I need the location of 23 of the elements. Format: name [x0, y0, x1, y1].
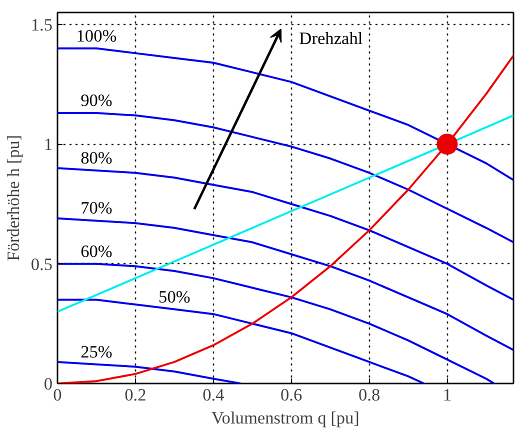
x-tick-label: 0.2: [124, 386, 146, 404]
line-series: [58, 167, 514, 301]
line-series: [58, 360, 242, 384]
series-label: 60%: [80, 242, 112, 261]
x-axis-title: Volumenstrom q [pu]: [212, 408, 360, 428]
x-tick-label: 0.4: [202, 386, 225, 404]
x-tick-label: 0.8: [358, 386, 380, 404]
x-tick-label: 0.6: [280, 386, 303, 404]
series-label: 90%: [80, 91, 112, 110]
y-tick-label: 0.5: [30, 254, 53, 274]
y-tick-label: 1.5: [30, 15, 53, 34]
series-label: 25%: [80, 342, 112, 362]
x-tick-label: 1: [442, 386, 452, 404]
annotation: Drehzahl: [299, 28, 363, 48]
line-series: [58, 47, 514, 182]
y-tick-label: 1: [44, 135, 53, 154]
y-axis-title: Förderhöhe h [pu]: [4, 134, 23, 262]
series-label: 70%: [80, 198, 112, 218]
series-label: 50%: [158, 287, 190, 306]
line-series: [58, 114, 514, 313]
line-series: [58, 112, 514, 244]
series-label: 100%: [76, 26, 117, 46]
series-label: 80%: [80, 148, 112, 168]
